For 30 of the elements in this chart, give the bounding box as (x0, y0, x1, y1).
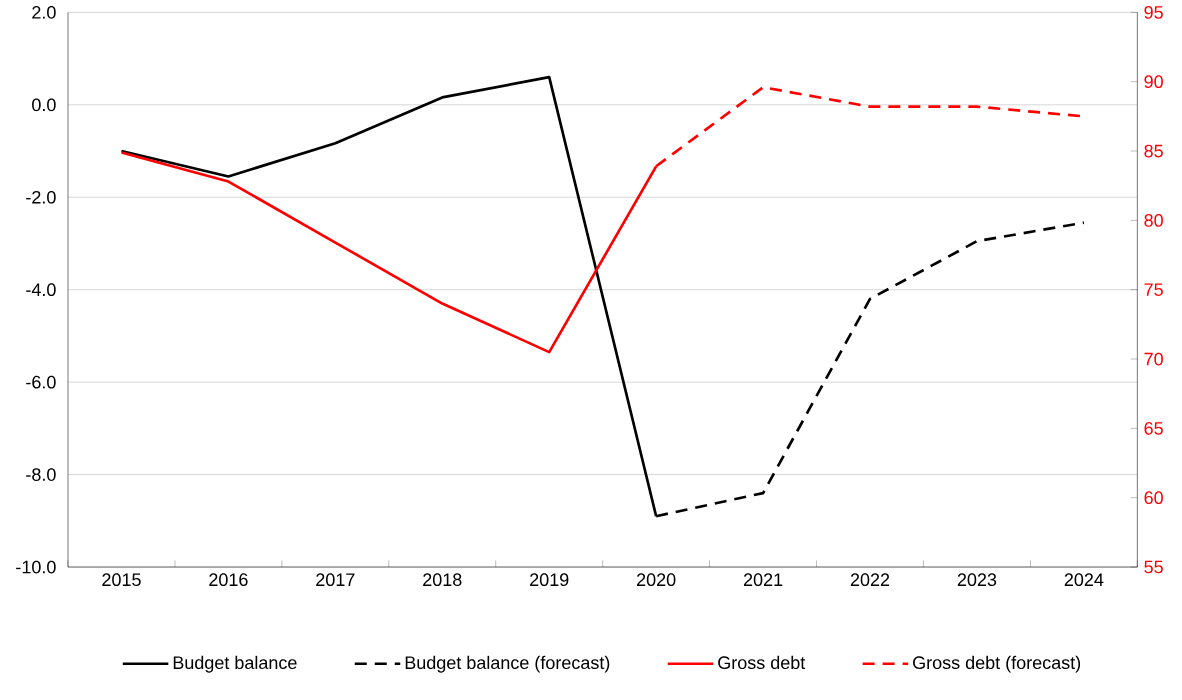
x-tick-label: 2015 (102, 573, 141, 586)
x-tick-label: 2017 (316, 573, 355, 586)
x-tick-label: 2018 (423, 573, 462, 586)
legend-label: Gross debt (forecast) (913, 655, 1081, 673)
y2-tick-label: 85 (1144, 144, 1163, 158)
y2-tick-label: 80 (1144, 213, 1163, 227)
y-tick-label: 0.0 (32, 98, 56, 111)
y-tick-label: -6.0 (26, 375, 56, 389)
y2-tick-label: 90 (1144, 75, 1163, 88)
y2-tick-label: 60 (1144, 491, 1163, 504)
x-tick-label: 2019 (530, 573, 569, 586)
y-tick-label: -4.0 (26, 283, 56, 296)
legend-label: Budget balance (173, 655, 297, 673)
y2-tick-label: 95 (1144, 5, 1163, 19)
x-tick-label: 2024 (1064, 573, 1104, 586)
y-tick-label: -10.0 (16, 560, 56, 574)
x-tick-label: 2021 (743, 573, 783, 586)
y2-tick-label: 65 (1144, 421, 1163, 435)
x-tick-label: 2022 (850, 573, 890, 586)
y2-tick-label: 75 (1144, 283, 1163, 296)
legend-label: Budget balance (forecast) (405, 655, 610, 673)
x-tick-label: 2023 (957, 573, 997, 586)
y-tick-label: -8.0 (26, 468, 56, 481)
x-tick-label: 2016 (209, 573, 248, 586)
x-tick-label: 2020 (637, 573, 676, 586)
y-tick-label: -2.0 (26, 190, 56, 204)
y-tick-label: 2.0 (32, 5, 56, 19)
y2-tick-label: 70 (1144, 352, 1163, 366)
y2-tick-label: 55 (1144, 560, 1163, 574)
legend-label: Gross debt (718, 655, 806, 669)
